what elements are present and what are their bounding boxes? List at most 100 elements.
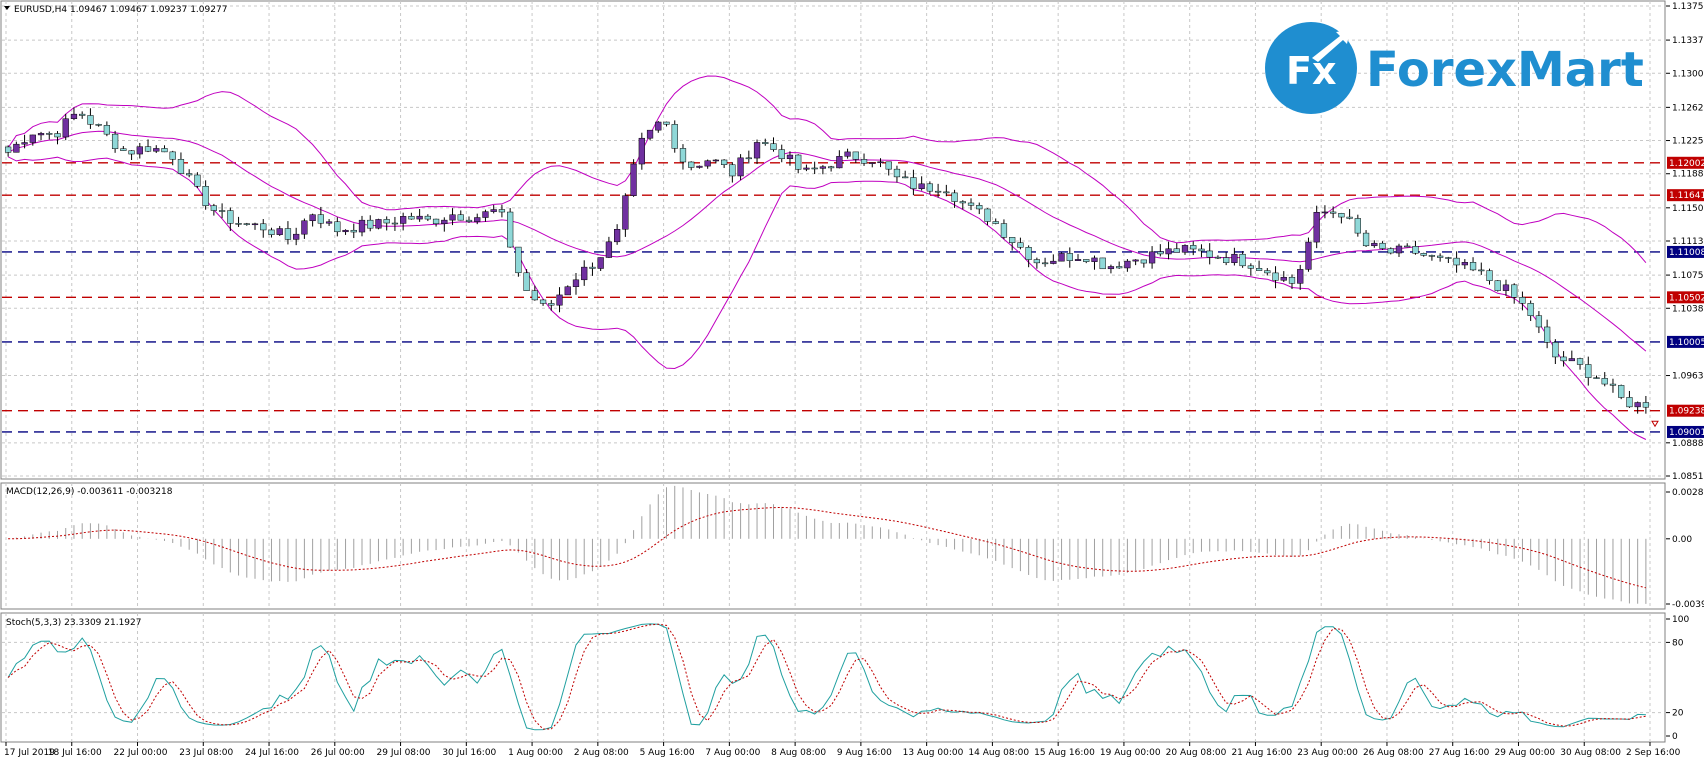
candle-body xyxy=(1568,358,1575,362)
candle-body xyxy=(1305,241,1312,270)
candle-body xyxy=(301,220,308,235)
candle-body xyxy=(482,211,489,218)
candle-body xyxy=(918,183,925,189)
x-tick-label: 22 Jul 00:00 xyxy=(114,748,168,758)
candle-body xyxy=(984,208,991,222)
candle-body xyxy=(1099,257,1106,270)
candle-body xyxy=(762,142,769,144)
candle-body xyxy=(194,174,201,187)
stoch-pane xyxy=(0,612,1666,743)
candle-body xyxy=(54,133,61,138)
candle-body xyxy=(317,214,324,224)
candle-body xyxy=(1025,247,1032,260)
candle-body xyxy=(959,201,966,204)
candle-body xyxy=(350,229,357,233)
y-tick-label: 1.11500 xyxy=(1672,204,1704,214)
candle-body xyxy=(70,113,78,119)
candle-body xyxy=(490,209,497,212)
candle-body xyxy=(770,143,777,150)
candle-body xyxy=(910,177,917,189)
candle-body xyxy=(967,202,975,206)
x-tick-label: 9 Aug 16:00 xyxy=(837,748,892,758)
candle-body xyxy=(375,219,382,229)
macd-tick-label: -0.003916 xyxy=(1672,600,1704,610)
candle-body xyxy=(235,223,242,225)
candle-body xyxy=(1190,245,1197,250)
candle-body xyxy=(1535,315,1543,328)
candle-body xyxy=(1626,397,1633,408)
candle-body xyxy=(951,192,958,202)
candle-body xyxy=(243,223,250,225)
candle-body xyxy=(1494,280,1501,291)
candle-body xyxy=(1634,402,1641,408)
candle-body xyxy=(1511,284,1518,298)
price-level-badge xyxy=(1667,245,1704,258)
candle-body xyxy=(712,159,720,162)
candle-body xyxy=(564,286,571,296)
price-level-badge xyxy=(1667,425,1704,438)
price-level-label: 1.11008 xyxy=(1669,248,1704,258)
candle-body xyxy=(638,137,645,165)
price-level-label: 1.09238 xyxy=(1669,407,1704,417)
candle-body xyxy=(893,168,901,178)
candle-body xyxy=(753,142,761,159)
candle-body xyxy=(342,229,349,233)
candle-body xyxy=(432,218,440,224)
candle-body xyxy=(1601,378,1608,385)
price-axis: 1.13750 1.13370 1.13000 1.12620 1.12250 1.118… xyxy=(1666,2,1704,742)
candle-body xyxy=(1173,248,1180,253)
candle-body xyxy=(367,219,374,229)
candle-body xyxy=(1297,269,1304,284)
stoch-tick-label: 0 xyxy=(1672,732,1678,742)
price-pane-header: EURUSD,H4 1.09467 1.09467 1.09237 1.0927… xyxy=(14,5,227,15)
candle-body xyxy=(498,209,506,213)
candle-body xyxy=(4,146,12,153)
candle-body xyxy=(1140,259,1147,264)
candle-body xyxy=(400,216,407,224)
candle-body xyxy=(696,165,703,168)
candle-body xyxy=(1502,284,1510,291)
stoch-pane-header: Stoch(5,3,3) 23.3309 21.1927 xyxy=(6,618,141,628)
candle-body xyxy=(1437,255,1444,258)
candle-body xyxy=(441,219,448,224)
candle-body xyxy=(391,222,399,225)
candle-body xyxy=(803,167,810,170)
candle-body xyxy=(778,149,785,160)
candle-body xyxy=(1198,248,1205,252)
candle-body xyxy=(1148,251,1156,264)
price-level-badge xyxy=(1667,335,1704,348)
dropdown-triangle-icon[interactable] xyxy=(4,6,10,10)
stoch-tick-label: 20 xyxy=(1672,709,1684,719)
x-tick-label: 29 Aug 00:00 xyxy=(1494,748,1555,758)
candle-body xyxy=(260,223,267,231)
candle-body xyxy=(46,133,53,135)
macd-pane-header: MACD(12,26,9) -0.003611 -0.003218 xyxy=(6,487,173,497)
candle-body xyxy=(1116,266,1123,269)
candle-body xyxy=(169,151,176,160)
x-tick-label: 5 Aug 16:00 xyxy=(640,748,695,758)
candle-body xyxy=(120,148,127,151)
candle-body xyxy=(465,219,473,222)
candle-body xyxy=(1330,211,1337,214)
candle-body xyxy=(103,125,111,135)
stoch-signal-line xyxy=(7,623,1646,730)
candle-body xyxy=(663,121,670,125)
logo-arrow-icon xyxy=(1312,30,1350,62)
candle-body xyxy=(1272,272,1279,281)
candle-body xyxy=(29,134,36,143)
candle-body xyxy=(704,160,711,167)
candle-body xyxy=(13,143,20,153)
candle-body xyxy=(1066,253,1073,261)
stochastic-indicator xyxy=(2,623,1665,731)
candle-body xyxy=(1280,276,1287,281)
candle-body xyxy=(1041,262,1049,265)
candle-body xyxy=(1560,356,1567,362)
candle-body xyxy=(1132,259,1139,262)
x-tick-label: 15 Aug 16:00 xyxy=(1034,748,1095,758)
candle-body xyxy=(1346,216,1353,219)
candle-body xyxy=(605,241,613,258)
candle-body xyxy=(1107,266,1115,270)
candle-body xyxy=(943,191,950,194)
candle-body xyxy=(679,148,687,163)
